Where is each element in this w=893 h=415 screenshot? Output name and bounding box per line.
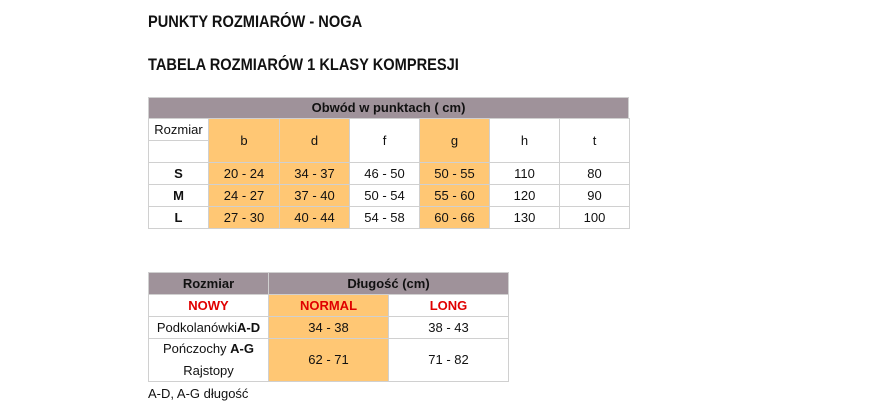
sub-nowy: NOWY	[148, 294, 269, 317]
size-cell: M	[148, 184, 209, 207]
cell-normal: 62 - 71	[268, 338, 389, 382]
value-cell: 27 - 30	[208, 206, 280, 229]
value-cell: 40 - 44	[279, 206, 350, 229]
cell-normal: 34 - 38	[268, 316, 389, 339]
footnote: A-D, A-G długość	[148, 386, 249, 401]
header-length: Długość (cm)	[268, 272, 509, 295]
table-header: Obwód w punktach ( cm)	[148, 97, 629, 119]
cell-long: 71 - 82	[388, 338, 509, 382]
sub-normal: NORMAL	[268, 294, 389, 317]
cell-long: 38 - 43	[388, 316, 509, 339]
value-cell: 37 - 40	[279, 184, 350, 207]
column-header-t: t	[559, 118, 630, 163]
row-label: Podkolanówki A-D	[148, 316, 269, 339]
section-title: TABELA ROZMIARÓW 1 KLASY KOMPRESJI	[148, 55, 459, 74]
value-cell: 90	[559, 184, 630, 207]
column-header-h: h	[489, 118, 560, 163]
page-title: PUNKTY ROZMIARÓW - NOGA	[148, 12, 363, 31]
value-cell: 80	[559, 162, 630, 185]
sub-long: LONG	[388, 294, 509, 317]
empty-cell	[148, 140, 209, 163]
size-cell: L	[148, 206, 209, 229]
row-label: Pończochy A-G Rajstopy	[148, 338, 269, 382]
header-size: Rozmiar	[148, 272, 269, 295]
size-label: Rozmiar	[148, 118, 209, 141]
column-header-g: g	[419, 118, 490, 163]
value-cell: 46 - 50	[349, 162, 420, 185]
size-cell: S	[148, 162, 209, 185]
value-cell: 34 - 37	[279, 162, 350, 185]
value-cell: 120	[489, 184, 560, 207]
value-cell: 60 - 66	[419, 206, 490, 229]
value-cell: 50 - 54	[349, 184, 420, 207]
column-header-d: d	[279, 118, 350, 163]
column-header-b: b	[208, 118, 280, 163]
value-cell: 54 - 58	[349, 206, 420, 229]
label-text: Podkolanówki	[156, 319, 238, 335]
value-cell: 50 - 55	[419, 162, 490, 185]
value-cell: 110	[489, 162, 560, 185]
column-header-f: f	[349, 118, 420, 163]
value-cell: 24 - 27	[208, 184, 280, 207]
label-bold: A-G	[230, 341, 255, 356]
value-cell: 100	[559, 206, 630, 229]
value-cell: 55 - 60	[419, 184, 490, 207]
value-cell: 130	[489, 206, 560, 229]
label-text-2: Rajstopy	[183, 363, 234, 378]
label-bold: A-D	[237, 319, 261, 335]
label-text: Pończochy	[162, 341, 231, 356]
value-cell: 20 - 24	[208, 162, 280, 185]
